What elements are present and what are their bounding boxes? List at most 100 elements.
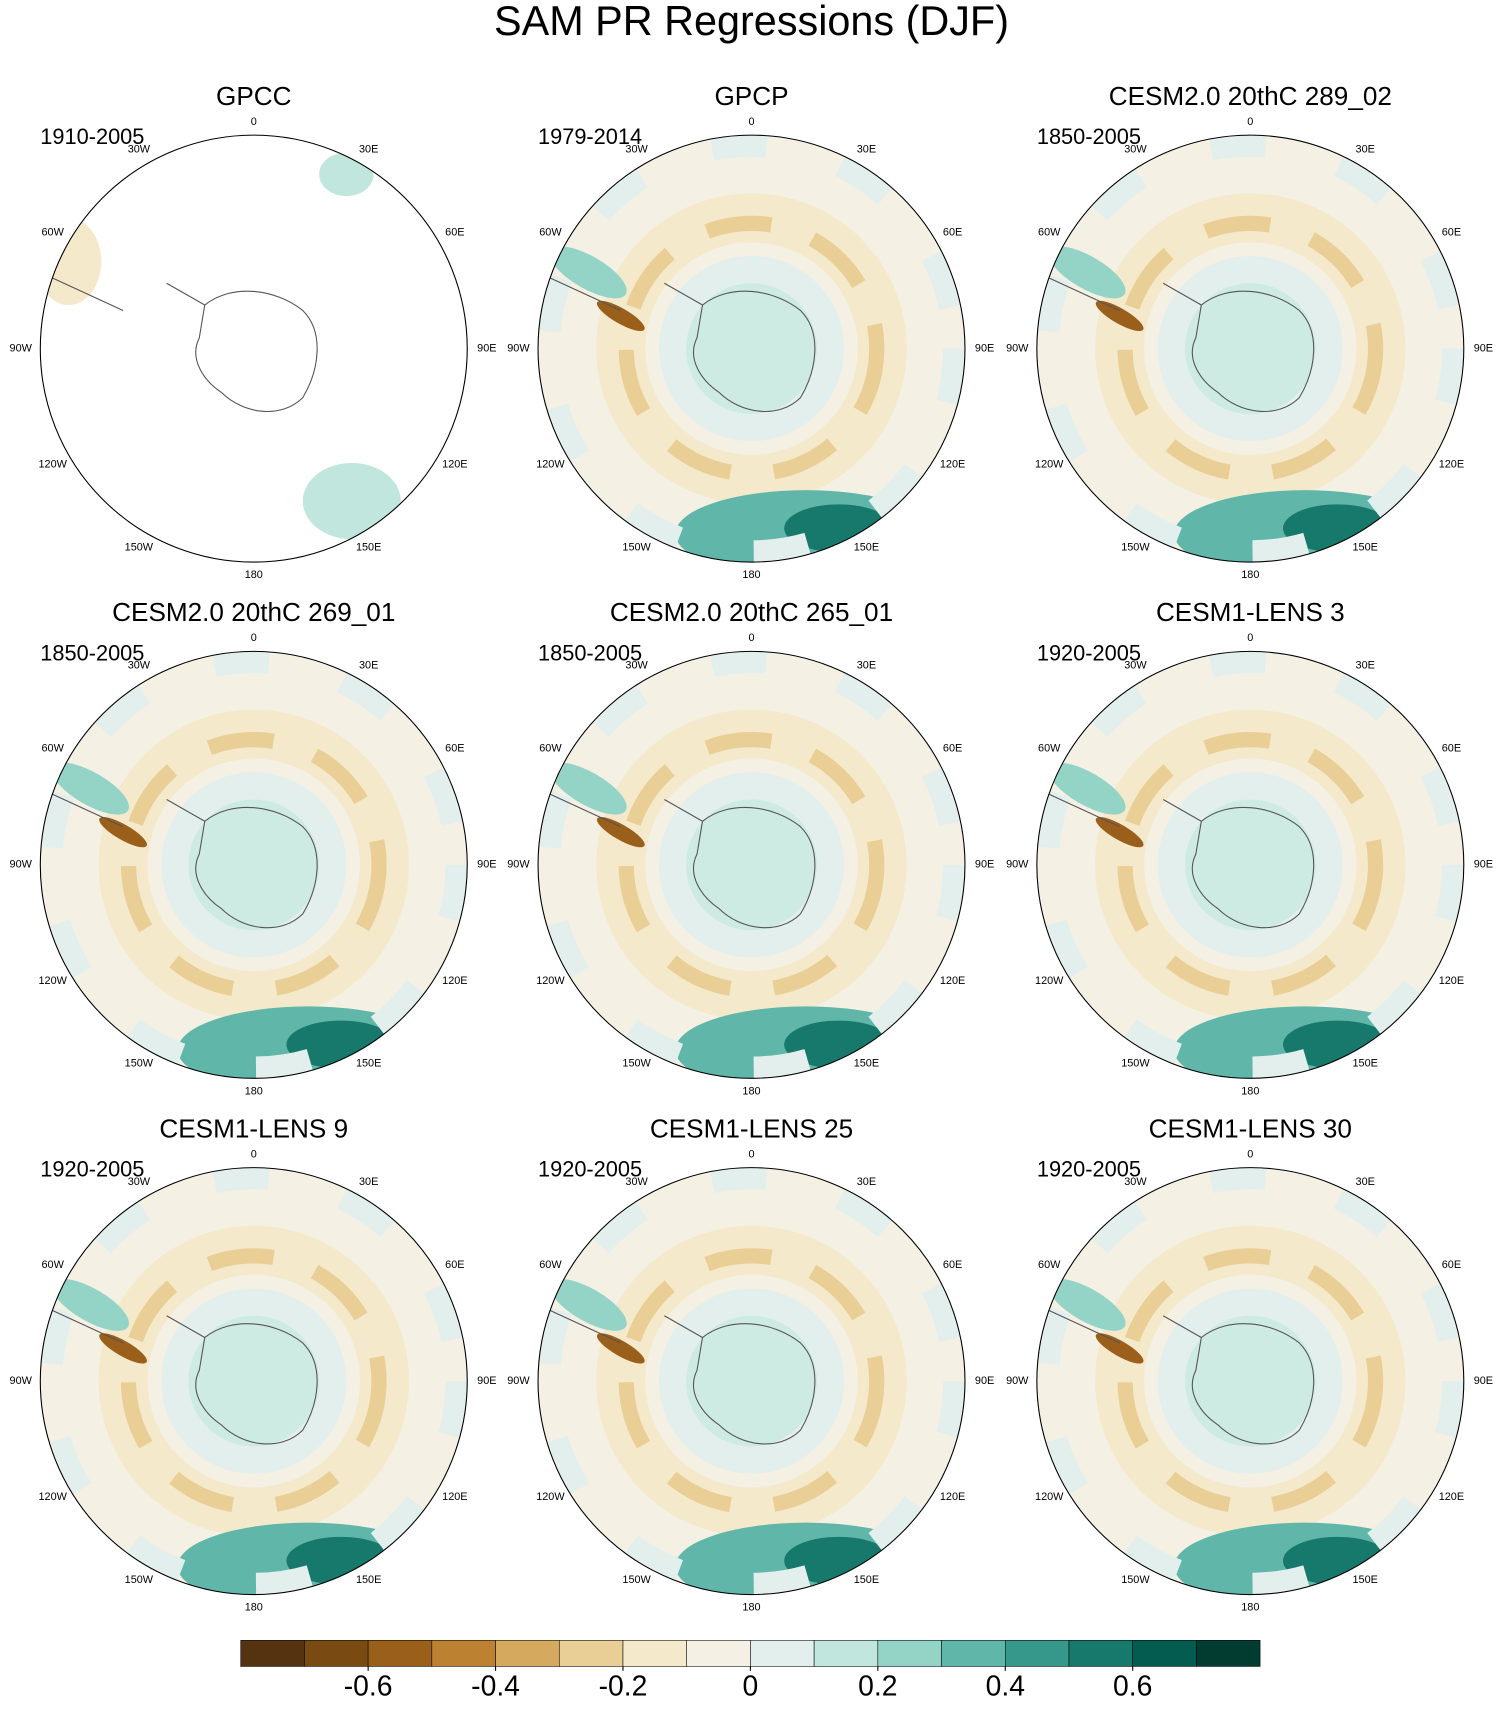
field-ring [538, 651, 965, 1079]
field-ring [120, 731, 387, 998]
longitude-label: 180 [245, 1602, 263, 1614]
colorbar-box [1196, 1640, 1261, 1667]
longitude-label: 120W [38, 459, 67, 471]
longitude-label: 90E [477, 1375, 496, 1387]
longitude-label: 90W [1006, 859, 1029, 871]
panel-period: 1850-2005 [40, 640, 144, 665]
panel-period: 1920-2005 [1037, 640, 1141, 665]
field-patch [1095, 300, 1144, 332]
longitude-label: 180 [1241, 1602, 1259, 1614]
field-patch [1048, 246, 1126, 299]
field-patch [1095, 1333, 1144, 1364]
coastline [1036, 1304, 1120, 1344]
map-field [1036, 651, 1464, 1079]
coastline [40, 788, 124, 828]
field-patch [51, 1278, 130, 1331]
panel-title: CESM1-LENS 25 [650, 1114, 853, 1144]
panel-title: CESM2.0 20thC 265_01 [610, 597, 893, 627]
figure-title: SAM PR Regressions (DJF) [494, 0, 1009, 44]
longitude-label: 30W [1124, 143, 1147, 155]
longitude-label: 120W [536, 1491, 565, 1503]
longitude-label: 180 [1241, 569, 1259, 581]
map-border [39, 134, 468, 563]
longitude-label: 60W [539, 226, 562, 238]
colorbar-tick-label: 0.2 [858, 1670, 897, 1702]
longitude-label: 0 [748, 116, 754, 128]
longitude-label: 120E [940, 1491, 965, 1503]
longitude-label: 120E [1439, 975, 1464, 987]
longitude-label: 30E [1356, 660, 1375, 672]
field-ring [1117, 1248, 1384, 1514]
longitude-label: 180 [742, 569, 760, 581]
field-patch [1095, 817, 1144, 848]
panel-title: CESM2.0 20thC 269_01 [112, 597, 395, 627]
map-border [39, 650, 468, 1079]
longitude-label: 30E [857, 1176, 876, 1188]
longitude-label: 90W [507, 859, 530, 871]
field-ring [1036, 135, 1464, 563]
field-patch [1048, 762, 1126, 815]
longitude-label: 60W [539, 743, 562, 755]
longitude-label: 30E [359, 1176, 378, 1188]
longitude-label: 120W [1035, 459, 1064, 471]
field-ring [1117, 731, 1384, 998]
longitude-label: 60E [1442, 743, 1461, 755]
longitude-label: 90E [477, 859, 496, 871]
map-field [538, 1167, 965, 1595]
field-patch [596, 817, 645, 848]
colorbar-tick-label: 0 [743, 1670, 759, 1702]
colorbar-box [941, 1640, 1006, 1667]
panel-period: 1920-2005 [538, 1157, 642, 1182]
colorbar-tick-label: -0.2 [599, 1670, 648, 1702]
field-patch [549, 1278, 627, 1331]
colorbar-box [877, 1640, 942, 1667]
longitude-label: 0 [1247, 1148, 1253, 1160]
panel-title: CESM1-LENS 30 [1149, 1114, 1352, 1144]
longitude-label: 120E [442, 975, 467, 987]
field-ring [618, 731, 885, 998]
longitude-label: 60E [943, 743, 962, 755]
longitude-label: 0 [251, 116, 257, 128]
colorbar-tick-label: 0.4 [986, 1670, 1025, 1702]
longitude-label: 150W [1121, 1058, 1150, 1070]
map-field [538, 651, 965, 1079]
field-ring [538, 1167, 965, 1595]
longitude-label: 150E [1353, 1058, 1378, 1070]
longitude-label: 180 [245, 1085, 263, 1097]
map-field [40, 651, 468, 1079]
longitude-label: 60W [41, 1259, 64, 1271]
panel-period: 1850-2005 [1037, 124, 1141, 149]
field-ring [1117, 215, 1384, 482]
coastline [664, 799, 816, 929]
longitude-label: 150E [1353, 1574, 1378, 1586]
longitude-label: 120W [536, 459, 565, 471]
field-patch [549, 762, 627, 815]
longitude-label: 60W [1038, 743, 1061, 755]
longitude-label: 30E [1356, 1176, 1375, 1188]
longitude-label: 150E [1353, 541, 1378, 553]
longitude-label: 60E [445, 1259, 464, 1271]
coastline [538, 271, 622, 311]
panel-title: GPCC [216, 81, 291, 111]
longitude-label: 150E [356, 541, 381, 553]
longitude-label: 30W [625, 660, 648, 672]
field-patch [99, 1333, 147, 1364]
longitude-label: 60E [1442, 226, 1461, 238]
longitude-label: 90W [507, 1375, 530, 1387]
coastline [1036, 788, 1120, 828]
longitude-label: 30W [625, 1176, 648, 1188]
longitude-label: 150W [125, 541, 154, 553]
longitude-label: 120W [38, 975, 67, 987]
field-patch [99, 817, 147, 848]
longitude-label: 60W [539, 1259, 562, 1271]
colorbar-box [431, 1640, 496, 1667]
map-panel: 0 30E 60E 90E 120E 150E 180 150W 120W 90W 60W 30W [1006, 632, 1493, 1097]
longitude-label: 120E [442, 1491, 467, 1503]
longitude-label: 180 [1241, 1085, 1259, 1097]
longitude-label: 0 [1247, 116, 1253, 128]
longitude-label: 90W [1006, 342, 1029, 354]
longitude-label: 120E [442, 459, 467, 471]
colorbar-tick-label: 0.6 [1113, 1670, 1152, 1702]
longitude-label: 150E [854, 541, 879, 553]
